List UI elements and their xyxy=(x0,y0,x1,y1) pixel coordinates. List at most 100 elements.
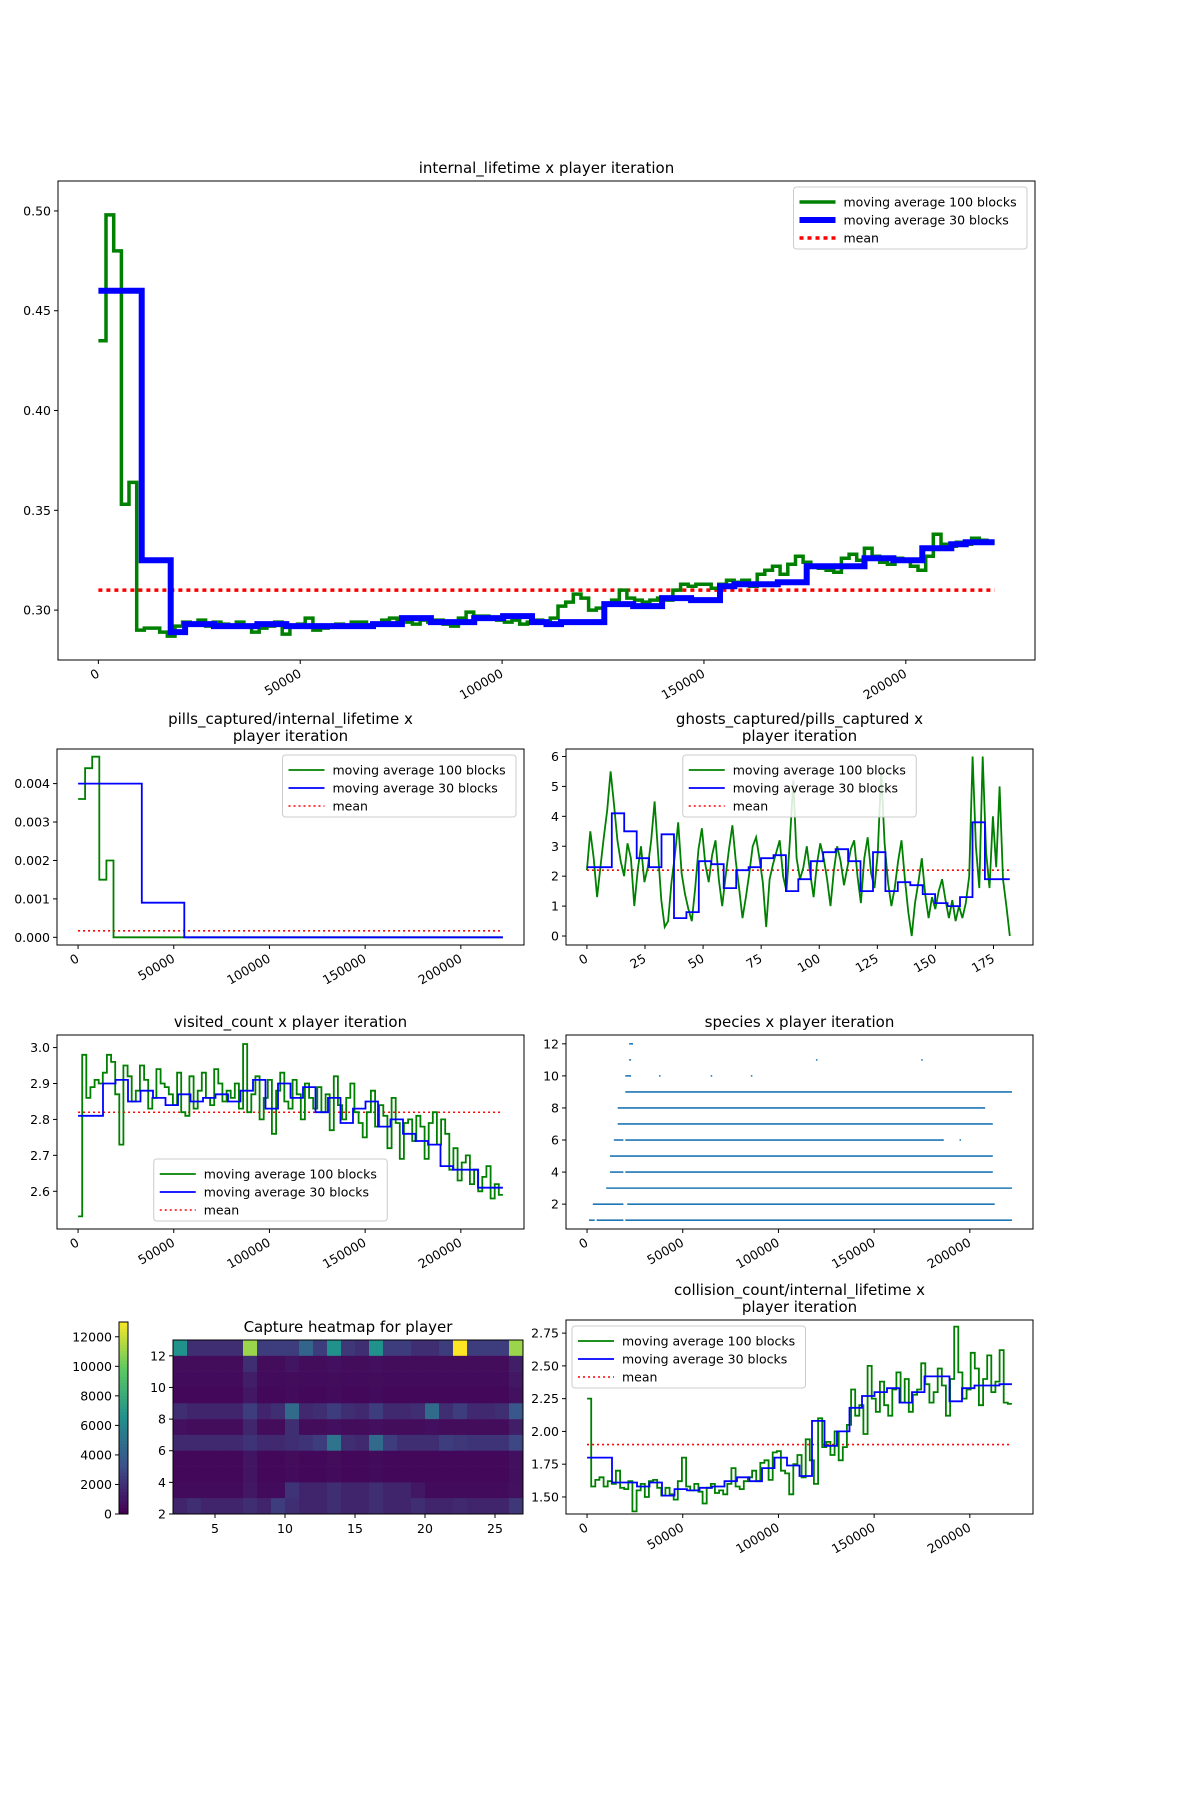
legend-label: moving average 100 blocks xyxy=(622,1334,795,1349)
heatmap-cell xyxy=(355,1498,370,1515)
heatmap-cell xyxy=(467,1387,482,1404)
chart-title: collision_count/internal_lifetime x xyxy=(674,1281,925,1300)
heatmap-cell xyxy=(173,1434,188,1452)
heatmap-cell xyxy=(187,1434,202,1452)
heatmap-cell xyxy=(369,1498,384,1515)
plot-frame xyxy=(565,1034,1034,1230)
heatmap-cell xyxy=(299,1450,314,1467)
heatmap-cell xyxy=(397,1450,412,1467)
heatmap-cell xyxy=(341,1498,356,1515)
heatmap-cell xyxy=(229,1403,244,1420)
heatmap-cell xyxy=(229,1434,244,1452)
heatmap-cell xyxy=(229,1355,244,1372)
x-tick-label: 15 xyxy=(347,1521,363,1536)
heatmap-cell xyxy=(509,1482,524,1499)
heatmap-cell xyxy=(439,1340,454,1357)
y-tick-label: 12 xyxy=(543,1036,559,1051)
heatmap-cell xyxy=(299,1340,314,1357)
colorbar-segment xyxy=(119,1498,128,1502)
heatmap-cell xyxy=(453,1434,468,1452)
legend-box xyxy=(793,186,1028,250)
heatmap-cell xyxy=(243,1482,258,1499)
species-point xyxy=(921,1058,923,1061)
legend-box xyxy=(682,754,917,818)
legend-label: mean xyxy=(204,1203,239,1218)
colorbar-segment xyxy=(119,1437,128,1441)
heatmap-cell xyxy=(411,1371,426,1388)
heatmap-cell xyxy=(299,1434,314,1452)
heatmap-cell xyxy=(495,1355,510,1372)
y-tick-label: 2.75 xyxy=(531,1326,559,1341)
heatmap-cell xyxy=(341,1371,356,1388)
colorbar-segment xyxy=(119,1482,128,1486)
heatmap-cell xyxy=(439,1466,454,1483)
heatmap-cell xyxy=(453,1482,468,1499)
heatmap-cell xyxy=(243,1450,258,1467)
series-line-100-blocks xyxy=(78,1043,503,1218)
colorbar-segment xyxy=(119,1485,128,1489)
heatmap-cell xyxy=(187,1482,202,1499)
heatmap-cell xyxy=(257,1340,272,1357)
heatmap-cell xyxy=(397,1466,412,1483)
colorbar-segment xyxy=(119,1427,128,1432)
series-line-30-blocks xyxy=(98,287,995,636)
y-tick-label: 1.50 xyxy=(531,1489,559,1504)
heatmap-cell xyxy=(187,1466,202,1483)
plot-frame xyxy=(56,1034,525,1230)
heatmap-cell xyxy=(257,1419,272,1436)
y-tick-label: 2.7 xyxy=(30,1148,50,1163)
colorbar-segment xyxy=(119,1494,128,1499)
heatmap-cell xyxy=(355,1371,370,1388)
heatmap-cell xyxy=(187,1450,202,1467)
colorbar-segment xyxy=(119,1395,128,1400)
heatmap-cell xyxy=(425,1340,440,1357)
y-tick-label: 10 xyxy=(543,1068,559,1083)
heatmap-cell xyxy=(341,1466,356,1483)
heatmap-cell xyxy=(327,1371,342,1388)
plot-frame xyxy=(565,748,1034,946)
heatmap-cell xyxy=(313,1387,328,1404)
heatmap-cell xyxy=(285,1355,300,1372)
heatmap-cell xyxy=(383,1482,398,1499)
heatmap-cell xyxy=(201,1387,216,1404)
colorbar-segment xyxy=(119,1322,128,1326)
colorbar-segment xyxy=(119,1338,128,1342)
heatmap-cell xyxy=(285,1482,300,1499)
heatmap-cell xyxy=(439,1419,454,1436)
heatmap-cell xyxy=(173,1340,188,1357)
heatmap-cell xyxy=(439,1450,454,1467)
colorbar-segment xyxy=(119,1357,128,1361)
heatmap-cell xyxy=(439,1387,454,1404)
heatmap-cell xyxy=(313,1419,328,1436)
heatmap-cell xyxy=(467,1403,482,1420)
heatmap-cell xyxy=(187,1340,202,1357)
y-tick-label: 6 xyxy=(551,749,559,764)
heatmap-cell xyxy=(481,1355,496,1372)
colorbar-segment xyxy=(119,1350,128,1355)
heatmap-cell xyxy=(495,1387,510,1404)
heatmap-cell xyxy=(341,1482,356,1499)
heatmap-cell xyxy=(341,1419,356,1436)
legend-label: moving average 100 blocks xyxy=(733,763,906,778)
heatmap-cell xyxy=(453,1403,468,1420)
heatmap-cell xyxy=(271,1403,286,1420)
heatmap-cell xyxy=(299,1419,314,1436)
x-tick-label: 5 xyxy=(211,1521,219,1536)
heatmap-cell xyxy=(299,1498,314,1515)
heatmap-cell xyxy=(369,1340,384,1357)
heatmap-cell xyxy=(481,1419,496,1436)
y-tick-label: 2 xyxy=(551,869,559,884)
heatmap-cell xyxy=(509,1355,524,1372)
y-tick-label: 2.9 xyxy=(30,1076,50,1091)
heatmap-cell xyxy=(327,1387,342,1404)
heatmap-cell xyxy=(187,1498,202,1515)
heatmap-cell xyxy=(411,1340,426,1357)
heatmap-cell xyxy=(285,1371,300,1388)
heatmap-cell xyxy=(495,1419,510,1436)
y-tick-label: 12 xyxy=(150,1348,166,1363)
y-tick-label: 2 xyxy=(158,1507,166,1522)
heatmap-cell xyxy=(285,1387,300,1404)
colorbar-segment xyxy=(119,1389,128,1393)
heatmap-cell xyxy=(397,1434,412,1452)
heatmap-cell xyxy=(467,1355,482,1372)
